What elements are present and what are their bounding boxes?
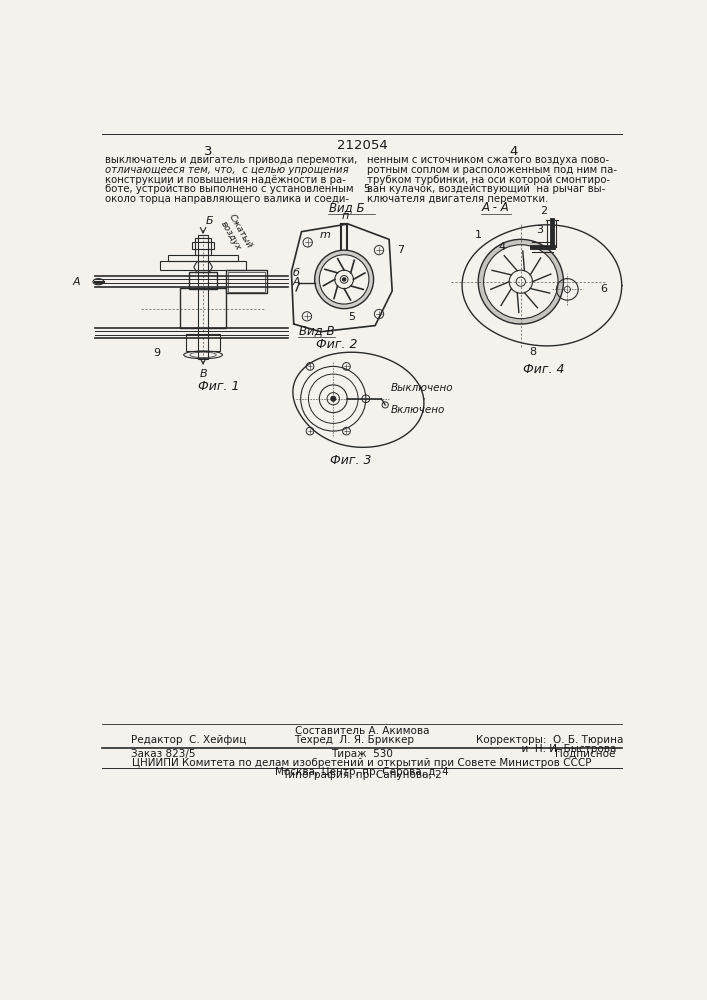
Text: 3: 3	[204, 145, 213, 158]
Bar	[192, 242, 214, 249]
Text: 7: 7	[397, 245, 404, 255]
Text: 5: 5	[349, 312, 356, 322]
Text: Типография, пр. Сапунова, 2: Типография, пр. Сапунова, 2	[282, 770, 442, 780]
Text: Тираж  530: Тираж 530	[331, 749, 393, 759]
Text: 212054: 212054	[337, 139, 387, 152]
Text: 6: 6	[600, 284, 607, 294]
Text: отличающееся тем, что,  с целью упрощения: отличающееся тем, что, с целью упрощения	[105, 165, 349, 175]
Text: конструкции и повышения надёжности в ра-: конструкции и повышения надёжности в ра-	[105, 175, 346, 185]
Text: Б: Б	[206, 216, 213, 226]
Text: Вид Б: Вид Б	[329, 201, 364, 214]
Text: Составитель А. Акимова: Составитель А. Акимова	[295, 726, 429, 736]
Text: Техред  Л. Я. Бриккер: Техред Л. Я. Бриккер	[293, 735, 414, 745]
Text: 1: 1	[475, 231, 482, 240]
Bar	[180, 288, 226, 328]
Circle shape	[315, 250, 373, 309]
Text: Включено: Включено	[391, 405, 445, 415]
Text: Сжатый
воздух: Сжатый воздух	[218, 212, 254, 255]
Text: Вид В: Вид В	[299, 324, 334, 337]
Bar	[195, 238, 211, 255]
Text: б: б	[292, 268, 299, 278]
Text: А - А: А - А	[482, 201, 510, 214]
Text: около торца направляющего валика и соеди-: около торца направляющего валика и соеди…	[105, 194, 349, 204]
Circle shape	[320, 255, 369, 304]
Text: m: m	[320, 230, 330, 240]
Text: Фиг. 3: Фиг. 3	[329, 454, 371, 467]
Text: 9: 9	[153, 348, 160, 358]
Bar	[226, 270, 267, 293]
Text: и  Н. И. Быстрова: и Н. И. Быстрова	[476, 744, 617, 754]
Text: 8: 8	[529, 347, 536, 357]
Bar	[199, 235, 208, 359]
Text: ван кулачок, воздействующий  на рычаг вы-: ван кулачок, воздействующий на рычаг вы-	[368, 184, 606, 194]
Bar	[189, 272, 217, 289]
Text: Фиг. 1: Фиг. 1	[198, 380, 240, 393]
Text: 5: 5	[363, 184, 369, 194]
Text: А: А	[73, 277, 81, 287]
Text: 3: 3	[537, 225, 543, 235]
Text: ЦНИИПИ Комитета по делам изобретений и открытий при Совете Министров СССР: ЦНИИПИ Комитета по делам изобретений и о…	[132, 758, 592, 768]
Text: боте, устройство выполнено с установленным: боте, устройство выполнено с установленн…	[105, 184, 354, 194]
Text: А: А	[292, 277, 300, 287]
Text: п: п	[342, 211, 349, 221]
Text: Фиг. 4: Фиг. 4	[523, 363, 565, 376]
Text: 2: 2	[541, 206, 548, 216]
Text: Выключено: Выключено	[391, 383, 453, 393]
Text: 4: 4	[509, 145, 518, 158]
Text: Заказ 823/5: Заказ 823/5	[131, 749, 196, 759]
Bar	[228, 272, 265, 292]
Circle shape	[478, 239, 563, 324]
Text: 4: 4	[498, 242, 506, 252]
Bar	[186, 334, 220, 351]
Circle shape	[331, 396, 336, 401]
Circle shape	[343, 278, 346, 281]
Bar	[168, 255, 238, 261]
Text: Фиг. 2: Фиг. 2	[315, 338, 357, 351]
Text: выключатель и двигатель привода перемотки,: выключатель и двигатель привода перемотк…	[105, 155, 358, 165]
Text: ключателя двигателя перемотки.: ключателя двигателя перемотки.	[368, 194, 549, 204]
Text: Корректоры:  О. Б. Тюрина: Корректоры: О. Б. Тюрина	[476, 735, 624, 745]
Text: В: В	[199, 369, 207, 379]
Text: ротным соплом и расположенным под ним па-: ротным соплом и расположенным под ним па…	[368, 165, 617, 175]
Bar	[160, 261, 246, 270]
Text: трубком турбинки, на оси которой смонтиро-: трубком турбинки, на оси которой смонтир…	[368, 175, 611, 185]
Circle shape	[484, 245, 558, 319]
Text: Редактор  С. Хейфиц: Редактор С. Хейфиц	[131, 735, 246, 745]
Text: ненным с источником сжатого воздуха пово-: ненным с источником сжатого воздуха пово…	[368, 155, 609, 165]
Text: Подписное: Подписное	[555, 749, 615, 759]
Text: Москва, Центр, пр. Серова, д. 4: Москва, Центр, пр. Серова, д. 4	[275, 767, 449, 777]
